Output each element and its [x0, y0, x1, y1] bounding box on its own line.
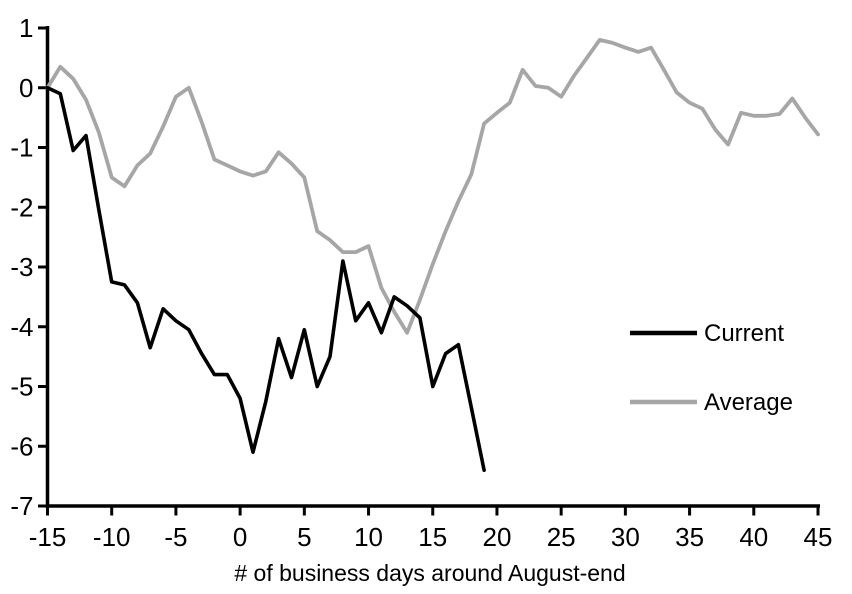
y-tick-label-0: 0	[19, 73, 33, 103]
x-axis-title: # of business days around August-end	[234, 560, 625, 586]
x-tick-label--5: -5	[164, 522, 187, 552]
x-tick-label-0: 0	[233, 522, 247, 552]
y-tick-label--2: -2	[10, 192, 33, 222]
x-tick-label--10: -10	[93, 522, 131, 552]
x-tick-label-40: 40	[739, 522, 768, 552]
y-tick-label-1: 1	[19, 13, 33, 43]
current-line	[45, 86, 486, 473]
x-tick-label-30: 30	[611, 522, 640, 552]
average-line	[45, 38, 820, 335]
x-tick-label-25: 25	[547, 522, 576, 552]
y-tick-label--4: -4	[10, 312, 33, 342]
y-tick-label--5: -5	[10, 372, 33, 402]
legend: Current Average	[630, 320, 793, 416]
x-tick-label-15: 15	[418, 522, 447, 552]
x-tick-label-35: 35	[675, 522, 704, 552]
x-tick-label-20: 20	[482, 522, 511, 552]
x-tick-label-5: 5	[297, 522, 311, 552]
x-axis: -15 -10 -5 0 5 10 15 20 25 30 35 40 45	[29, 504, 833, 552]
legend-current-label: Current	[704, 320, 784, 347]
y-tick-label--7: -7	[10, 491, 33, 521]
legend-average-label: Average	[704, 389, 793, 416]
x-tick-label-10: 10	[354, 522, 383, 552]
y-tick-label--1: -1	[10, 133, 33, 163]
x-tick-label-45: 45	[804, 522, 833, 552]
y-axis: -7 -6 -5 -4 -3 -2 -1 0 1	[10, 13, 50, 521]
x-tick-label--15: -15	[29, 522, 67, 552]
y-tick-label--6: -6	[10, 431, 33, 461]
y-tick-label--3: -3	[10, 252, 33, 282]
